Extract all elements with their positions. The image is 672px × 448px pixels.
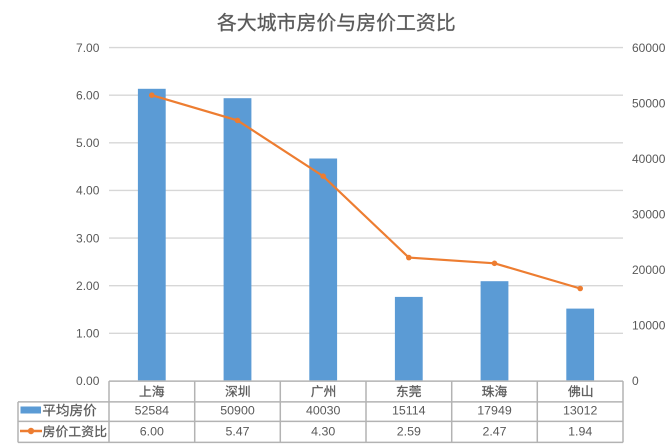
svg-text:3.00: 3.00 — [76, 231, 100, 245]
svg-text:20000: 20000 — [632, 263, 666, 277]
svg-text:50000: 50000 — [632, 96, 666, 110]
svg-text:60000: 60000 — [632, 41, 666, 55]
svg-text:7.00: 7.00 — [76, 41, 100, 55]
svg-text:2.59: 2.59 — [397, 424, 421, 438]
svg-text:2.00: 2.00 — [76, 279, 100, 293]
svg-text:50900: 50900 — [220, 404, 255, 418]
svg-text:1.94: 1.94 — [568, 424, 592, 438]
svg-text:10000: 10000 — [632, 319, 666, 333]
svg-text:13012: 13012 — [563, 404, 598, 418]
svg-text:4.00: 4.00 — [76, 184, 100, 198]
svg-text:17949: 17949 — [477, 404, 512, 418]
svg-text:6.00: 6.00 — [140, 424, 164, 438]
svg-text:0: 0 — [632, 374, 639, 388]
svg-text:40030: 40030 — [306, 404, 341, 418]
svg-text:5.00: 5.00 — [76, 136, 100, 150]
svg-text:30000: 30000 — [632, 208, 666, 222]
svg-text:4.30: 4.30 — [311, 424, 335, 438]
svg-text:1.00: 1.00 — [76, 327, 100, 341]
svg-text:52584: 52584 — [135, 404, 170, 418]
svg-text:6.00: 6.00 — [76, 89, 100, 103]
svg-text:40000: 40000 — [632, 152, 666, 166]
svg-text:5.47: 5.47 — [225, 424, 249, 438]
svg-text:2.47: 2.47 — [482, 424, 506, 438]
svg-text:0.00: 0.00 — [76, 374, 100, 388]
svg-text:15114: 15114 — [392, 404, 426, 418]
